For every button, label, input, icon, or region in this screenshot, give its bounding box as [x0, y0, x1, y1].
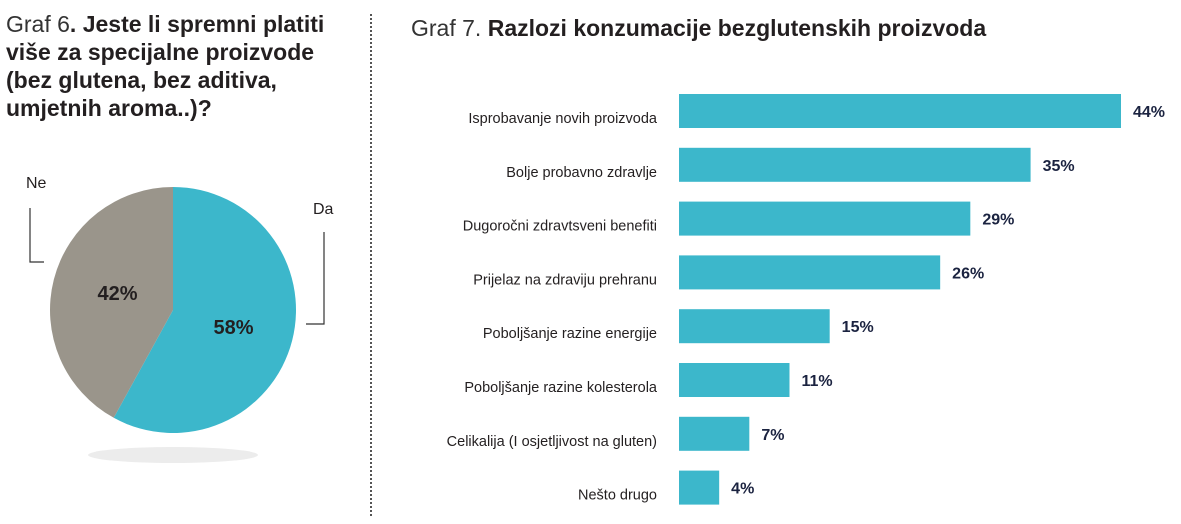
value-label: 44%: [1133, 104, 1165, 121]
category-label: Celikalija (I osjetljivost na gluten): [447, 434, 657, 450]
pie-label-da: Da: [313, 201, 334, 218]
category-label: Dugoročni zdravtsveni benefiti: [463, 219, 657, 235]
category-label: Prijelaz na zdraviju prehranu: [473, 272, 657, 288]
value-label: 35%: [1043, 158, 1075, 175]
value-label: 11%: [802, 373, 833, 390]
graf6-prefix: Graf 6: [6, 11, 70, 37]
category-label: Poboljšanje razine energije: [483, 326, 657, 342]
pie-value-label: 42%: [97, 283, 137, 305]
graf7-heading: Razlozi konzumacije bezglutenskih proizv…: [487, 15, 987, 41]
value-label: 29%: [982, 212, 1014, 229]
pie-label-ne: Ne: [26, 175, 47, 192]
value-label: 15%: [842, 319, 874, 336]
category-label: Bolje probavno zdravlje: [506, 165, 657, 181]
graf7-prefix: Graf 7.: [411, 15, 488, 41]
graf6-question: . Jeste li spremni platiti više za speci…: [6, 11, 325, 121]
pie-slice-da: [113, 187, 296, 433]
pie-bracket-da: [306, 232, 325, 325]
bar: [679, 470, 720, 505]
category-label: Isprobavanje novih proizvoda: [468, 111, 658, 127]
bar: [679, 201, 971, 236]
bar: [679, 309, 830, 344]
pie-bracket-ne: [29, 208, 44, 263]
pie-slice-ne: [49, 186, 173, 418]
bar: [679, 94, 1121, 128]
value-label: 7%: [761, 427, 784, 444]
pie-shadow: [88, 447, 258, 463]
value-label: 26%: [952, 265, 984, 282]
category-label: Nešto drugo: [578, 488, 657, 504]
bar: [679, 147, 1031, 182]
bar: [679, 363, 790, 397]
bar: [679, 255, 941, 290]
graf6-title: Graf 6. Jeste li spremni platiti više za…: [6, 10, 336, 122]
value-label: 4%: [731, 481, 754, 498]
pie-value-label: 58%: [214, 317, 254, 339]
graf7-title: Graf 7. Razlozi konzumacije bezglutenski…: [411, 14, 986, 42]
bar: [679, 416, 750, 451]
category-label: Poboljšanje razine kolesterola: [464, 380, 658, 396]
column-divider: [370, 14, 372, 516]
